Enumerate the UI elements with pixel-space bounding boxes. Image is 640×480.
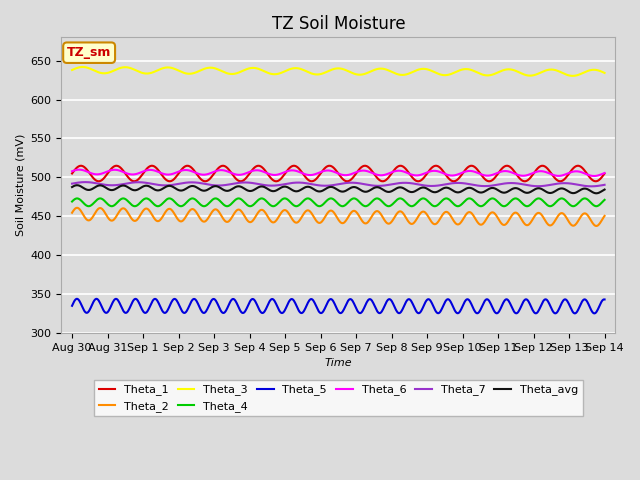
Theta_1 [601, 170, 609, 176]
Theta_4 [408, 204, 416, 209]
Line: Theta_avg: Theta_avg [72, 185, 605, 193]
Theta_7 [473, 182, 481, 188]
Theta_1 [237, 179, 244, 184]
Theta_2 [102, 211, 109, 216]
Theta_1 [528, 173, 536, 179]
Theta_5 [68, 303, 76, 309]
Theta_avg [378, 186, 386, 192]
Theta_7 [601, 182, 609, 188]
Theta_avg [473, 188, 481, 194]
Theta_3 [378, 66, 386, 72]
Theta_3 [601, 70, 609, 76]
Theta_6 [378, 172, 386, 178]
Theta_5 [102, 310, 109, 315]
Theta_1 [392, 165, 400, 171]
Line: Theta_5: Theta_5 [72, 299, 605, 313]
Theta_2 [68, 210, 76, 216]
Theta_1 [378, 179, 386, 184]
Theta_avg [408, 189, 416, 195]
Theta_avg [73, 182, 81, 188]
Theta_avg [601, 187, 609, 192]
Theta_4 [101, 198, 109, 204]
Theta_4 [473, 201, 481, 207]
Theta_4 [200, 204, 208, 209]
Theta_2 [378, 213, 386, 219]
Theta_5 [473, 310, 481, 316]
Theta_5 [378, 308, 386, 314]
Theta_3 [102, 71, 109, 76]
Theta_7 [68, 181, 76, 187]
Line: Theta_1: Theta_1 [72, 166, 605, 181]
Theta_avg [68, 184, 76, 190]
Theta_3 [68, 67, 76, 73]
Theta_3 [408, 70, 416, 75]
X-axis label: Time: Time [324, 359, 352, 368]
Theta_2 [593, 223, 600, 229]
Theta_3 [569, 73, 577, 79]
Theta_avg [593, 191, 600, 196]
Theta_6 [76, 167, 83, 172]
Theta_4 [535, 195, 543, 201]
Theta_2 [473, 218, 481, 224]
Theta_6 [601, 170, 609, 176]
Theta_6 [408, 172, 416, 178]
Theta_avg [392, 186, 400, 192]
Theta_avg [102, 184, 109, 190]
Theta_3 [473, 69, 481, 75]
Theta_7 [102, 182, 109, 188]
Theta_avg [527, 189, 535, 194]
Theta_3 [392, 71, 400, 76]
Theta_3 [79, 64, 86, 70]
Line: Theta_3: Theta_3 [72, 67, 605, 76]
Theta_7 [527, 183, 535, 189]
Theta_1 [408, 174, 416, 180]
Theta_4 [378, 199, 386, 204]
Theta_4 [527, 201, 535, 207]
Y-axis label: Soil Moisture (mV): Soil Moisture (mV) [15, 134, 25, 236]
Line: Theta_4: Theta_4 [72, 198, 605, 206]
Title: TZ Soil Moisture: TZ Soil Moisture [271, 15, 405, 33]
Theta_6 [473, 169, 481, 175]
Line: Theta_6: Theta_6 [72, 169, 605, 176]
Theta_2 [601, 213, 609, 219]
Theta_4 [392, 198, 400, 204]
Text: TZ_sm: TZ_sm [67, 46, 111, 59]
Theta_7 [378, 183, 386, 189]
Theta_6 [392, 168, 400, 174]
Theta_2 [408, 221, 416, 227]
Theta_1 [474, 167, 481, 172]
Theta_2 [74, 205, 81, 211]
Theta_5 [591, 311, 598, 316]
Legend: Theta_1, Theta_2, Theta_3, Theta_4, Theta_5, Theta_6, Theta_7, Theta_avg: Theta_1, Theta_2, Theta_3, Theta_4, Thet… [94, 380, 582, 416]
Theta_1 [101, 174, 109, 180]
Theta_5 [392, 307, 400, 313]
Theta_7 [392, 180, 400, 186]
Theta_6 [102, 169, 109, 175]
Theta_3 [527, 72, 535, 78]
Theta_5 [73, 296, 81, 302]
Theta_2 [527, 219, 535, 225]
Theta_2 [392, 212, 400, 218]
Line: Theta_2: Theta_2 [72, 208, 605, 226]
Theta_5 [408, 300, 416, 305]
Theta_7 [408, 180, 416, 186]
Theta_6 [590, 173, 598, 179]
Theta_5 [601, 297, 609, 302]
Theta_1 [68, 170, 76, 176]
Theta_6 [527, 171, 535, 177]
Theta_1 [432, 163, 440, 168]
Theta_7 [588, 183, 595, 189]
Theta_4 [601, 197, 609, 203]
Theta_4 [68, 199, 76, 204]
Theta_7 [81, 179, 89, 185]
Theta_6 [68, 168, 76, 174]
Line: Theta_7: Theta_7 [72, 182, 605, 186]
Theta_5 [527, 304, 535, 310]
